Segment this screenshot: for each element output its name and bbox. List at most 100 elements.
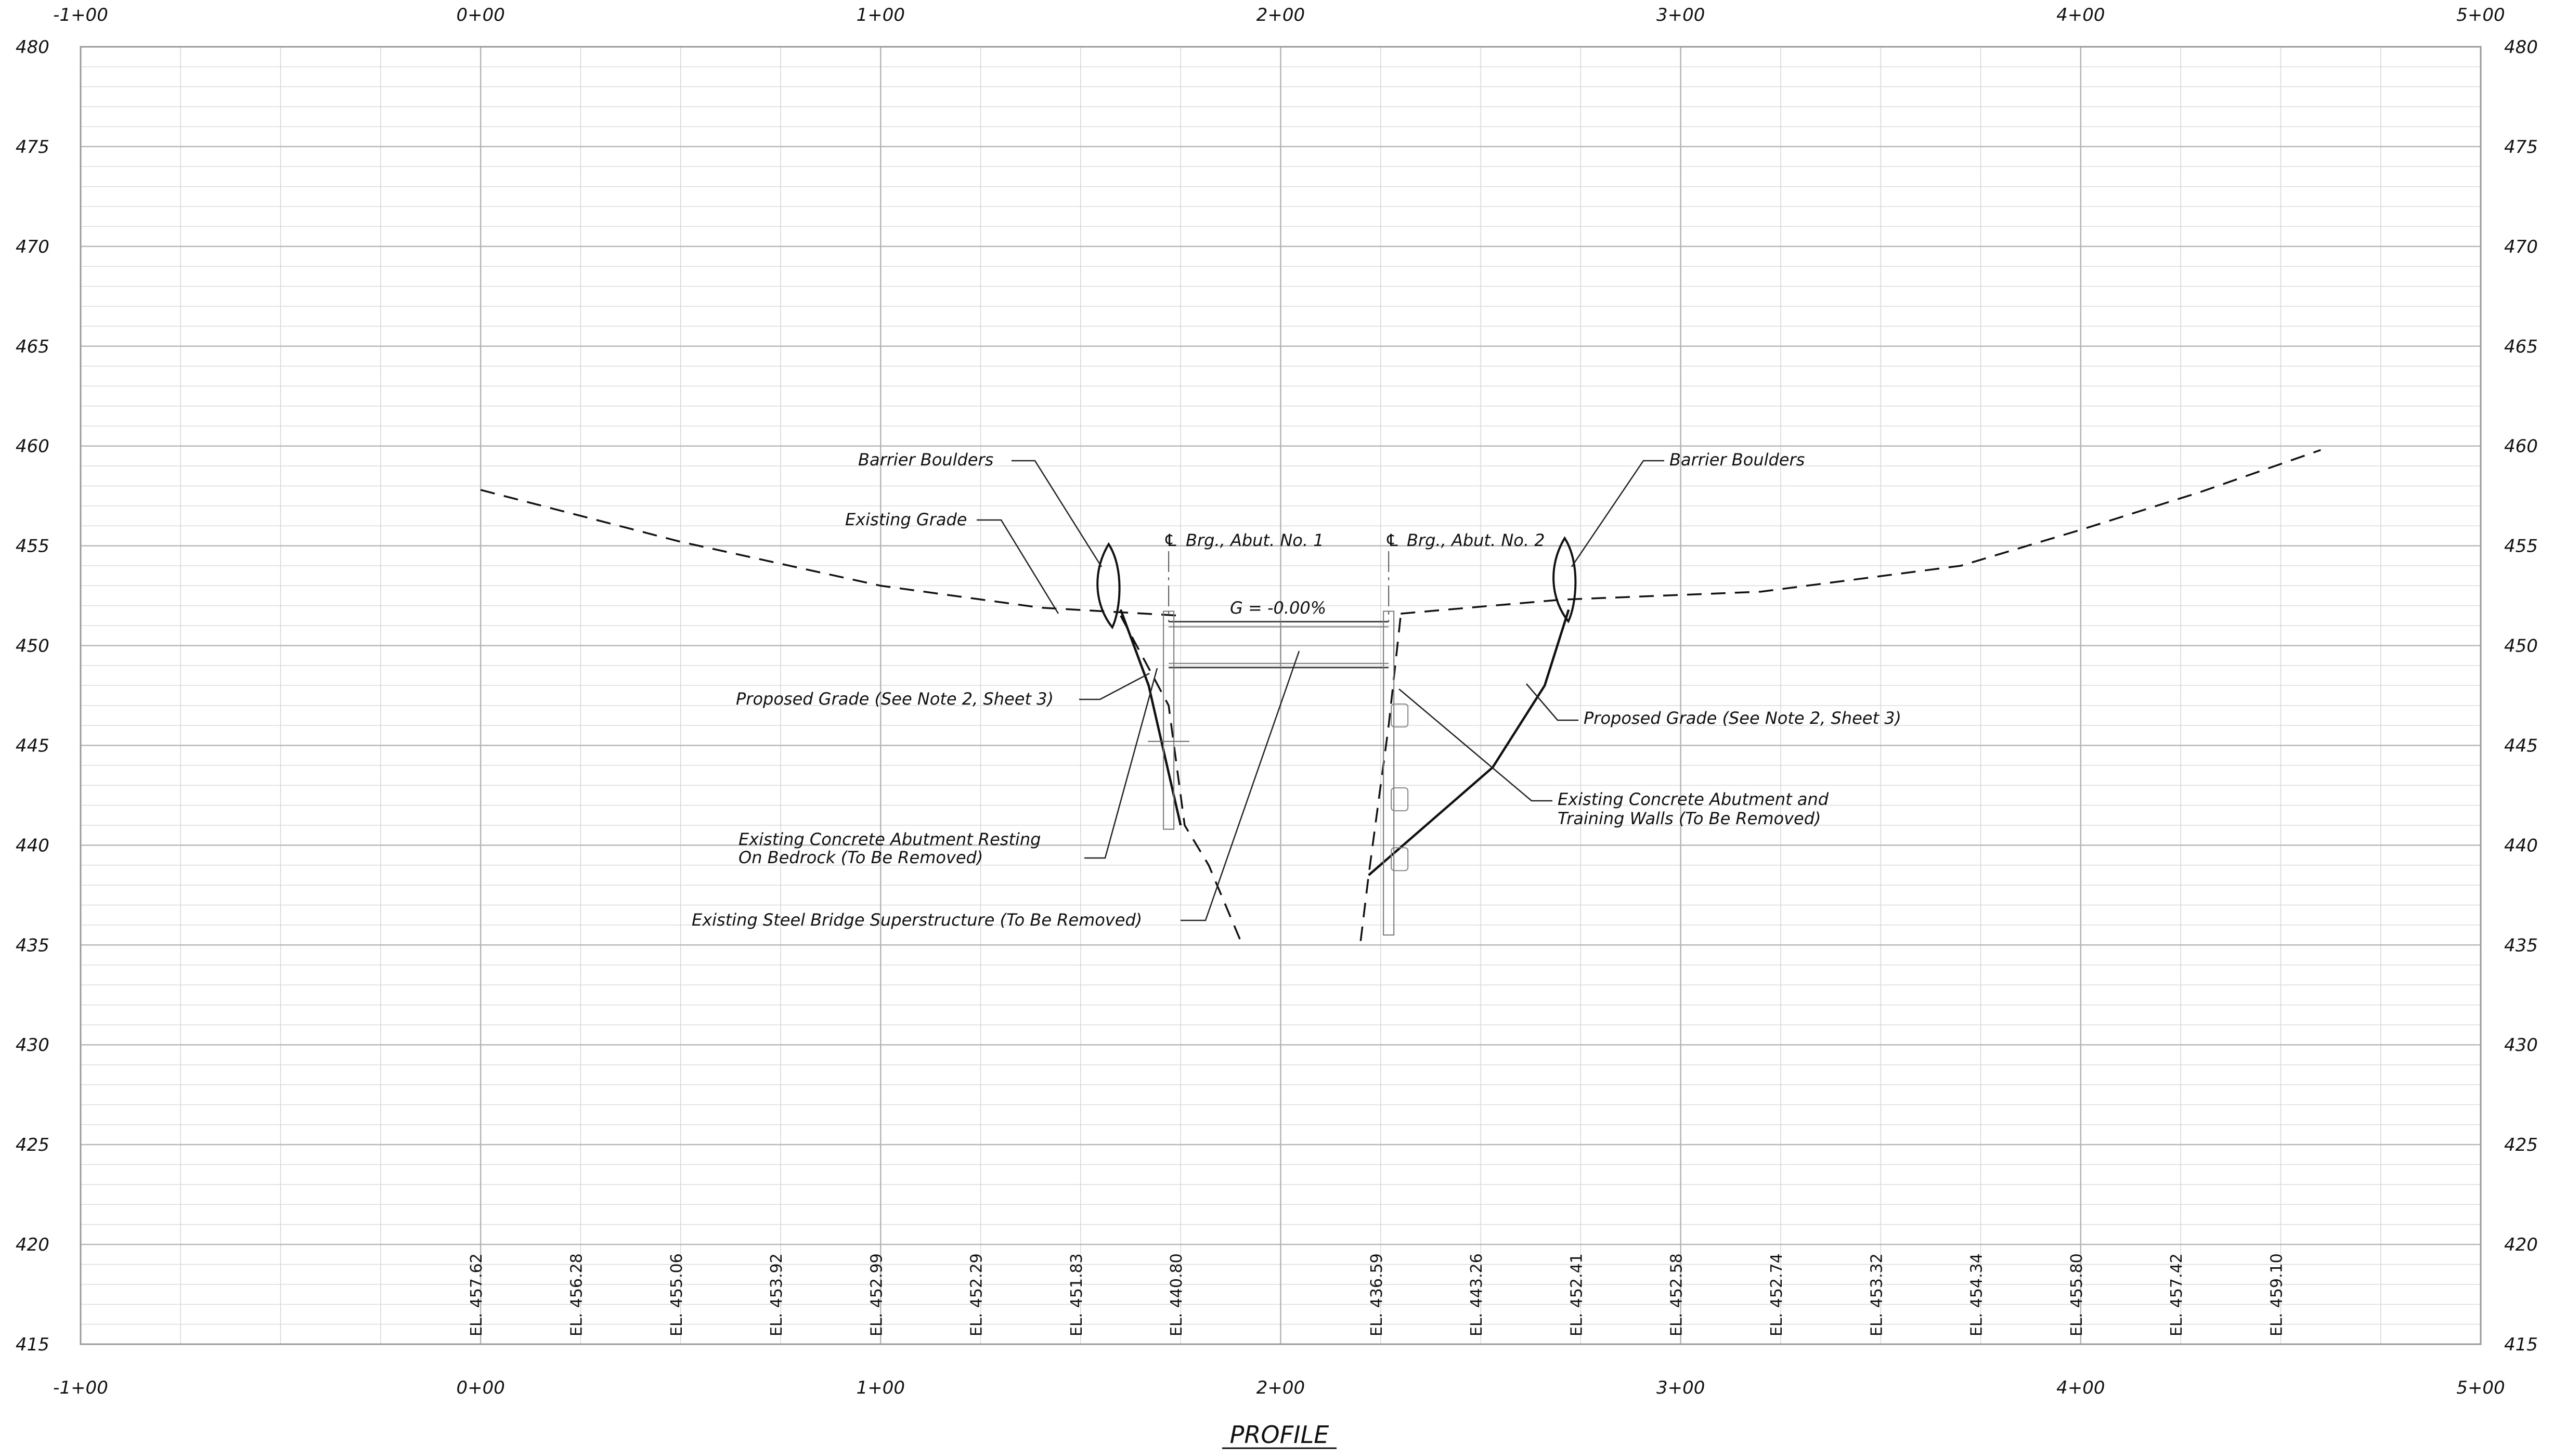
elevation-tick-label-right: 450 [2504,636,2538,657]
leader-superstructure [1181,651,1300,921]
elevation-tick-label-left: 460 [16,436,49,457]
elevation-callout: EL. 457.62 [468,1253,486,1336]
leader-proposed-grade-left [1079,672,1150,700]
plot-border [80,46,2482,1345]
leader-existing-grade [977,519,1059,614]
station-tick-label-bottom: 1+00 [857,1377,905,1398]
note-steel-superstructure: Existing Steel Bridge Superstructure (To… [692,910,1142,930]
station-tick-label-bottom: -1+00 [53,1377,108,1398]
elevation-tick-label-right: 430 [2504,1035,2538,1056]
note-proposed-grade-left: Proposed Grade (See Note 2, Sheet 3) [736,689,1054,709]
elevation-tick-label-right: 465 [2504,336,2538,357]
elevation-tick-label-right: 425 [2504,1135,2538,1155]
existing-ground-right-bank [1359,615,1402,941]
station-tick-label-top: 3+00 [1656,5,1705,25]
station-tick-label-top: -1+00 [53,5,108,25]
elevation-callout: EL. 456.28 [567,1253,586,1336]
station-tick-label-top: 1+00 [857,5,905,25]
elevation-labels-right: 480 475 470 465 460 455 450 445 440 435 430 425 420 4… [2504,37,2538,1355]
note-existing-abutment-left-line2: On Bedrock (To Be Removed) [738,848,983,867]
leader-abutment-right [1398,688,1552,802]
leader-proposed-grade-right [1526,683,1578,721]
elevation-tick-label-left: 470 [16,237,49,257]
elevation-tick-label-right: 475 [2504,137,2538,158]
elevation-tick-label-right: 440 [2504,835,2538,856]
station-tick-label-top: 2+00 [1256,5,1305,25]
elevation-callout: EL. 452.58 [1668,1253,1686,1336]
elevation-tick-label-left: 425 [16,1135,49,1155]
station-labels-top: -1+00 0+00 1+00 2+00 3+00 4+00 5+00 [53,5,2505,25]
elevation-callout: EL. 454.34 [1968,1253,1986,1336]
proposed-grade-left [1119,609,1182,826]
station-tick-label-bottom: 3+00 [1656,1377,1705,1398]
elevation-tick-label-right: 420 [2504,1234,2538,1255]
elevation-tick-label-left: 435 [16,935,49,956]
elevation-callout: EL. 451.83 [1068,1253,1086,1336]
elevation-tick-label-left: 440 [16,835,49,856]
elevation-tick-label-left: 455 [16,536,49,557]
cl-symbol-abut-2: ℄ [1385,530,1400,550]
elevation-tick-label-left: 430 [16,1035,49,1056]
station-tick-label-bottom: 4+00 [2056,1377,2105,1398]
station-tick-label-bottom: 2+00 [1256,1377,1305,1398]
elevation-callout: EL. 452.99 [867,1253,886,1336]
training-wall-block [1391,703,1409,727]
elevation-tick-label-right: 435 [2504,935,2538,956]
barrier-boulder-left [1096,542,1121,630]
note-barrier-boulders-right: Barrier Boulders [1669,450,1805,470]
elevation-callout: EL. 453.32 [1868,1253,1886,1336]
note-existing-abutment-right-line1: Existing Concrete Abutment and [1558,789,1829,809]
elevation-tick-label-left: 415 [16,1334,49,1355]
note-existing-abutment-left-line1: Existing Concrete Abutment Resting [738,829,1041,849]
elevation-tick-label-left: 445 [16,735,49,756]
elevation-callout: EL. 452.29 [968,1253,986,1336]
note-barrier-boulders-left: Barrier Boulders [858,450,993,470]
profile-lines [480,449,2321,942]
leader-lines [977,460,1664,921]
elevation-tick-label-right: 415 [2504,1334,2538,1355]
leader-barrier-right [1571,460,1664,567]
elevation-callout: EL. 440.80 [1168,1253,1186,1336]
leader-abutment-left [1084,668,1158,859]
plot-frame [80,46,2482,1345]
existing-ground-left-bank [1120,615,1242,942]
elevation-tick-label-right: 455 [2504,536,2538,557]
elevation-tick-label-left: 450 [16,636,49,657]
elevation-callout: EL. 455.80 [2068,1253,2086,1336]
elevation-callout: EL. 436.59 [1368,1253,1386,1336]
abutment-left-wall [1163,610,1175,830]
elevation-tick-label-right: 445 [2504,735,2538,756]
elevation-callout: EL. 453.92 [768,1253,786,1336]
elevation-callout: EL. 452.41 [1567,1253,1586,1336]
elevation-tick-label-right: 480 [2504,37,2538,58]
elevation-tick-label-left: 475 [16,137,49,158]
major-grid [80,46,2482,1345]
elevation-callout: EL. 459.10 [2267,1253,2286,1336]
note-existing-abutment-right-line2: Training Walls (To Be Removed) [1558,809,1821,828]
elevation-tick-label-left: 420 [16,1234,49,1255]
cl-label-abut-1: Brg., Abut. No. 1 [1186,530,1324,550]
proposed-grade-right [1368,609,1570,876]
drawing-title: PROFILE [1230,1421,1329,1449]
note-existing-grade: Existing Grade [845,510,967,529]
elevation-callout: EL. 452.74 [1768,1253,1786,1336]
station-tick-label-bottom: 0+00 [456,1377,504,1398]
barrier-boulder-right [1552,536,1577,623]
elevation-callout: EL. 455.06 [668,1253,686,1336]
elevation-tick-label-right: 470 [2504,237,2538,257]
elevation-tick-label-left: 480 [16,37,49,58]
elevation-tick-label-left: 465 [16,336,49,357]
leader-barrier-left [1012,460,1103,567]
training-wall-block [1391,847,1409,872]
station-tick-label-top: 4+00 [2056,5,2105,25]
existing-grade-left [480,489,1181,617]
station-tick-label-top: 5+00 [2456,5,2505,25]
station-labels-bottom: -1+00 0+00 1+00 2+00 3+00 4+00 5+00 [53,1377,2505,1398]
bridge-structure [1148,551,1409,936]
cl-label-abut-2: Brg., Abut. No. 2 [1407,530,1545,550]
abutment-right-wall [1383,610,1395,936]
existing-grade-right [1401,449,2321,615]
station-tick-label-top: 0+00 [456,5,504,25]
training-wall-block [1391,787,1409,812]
